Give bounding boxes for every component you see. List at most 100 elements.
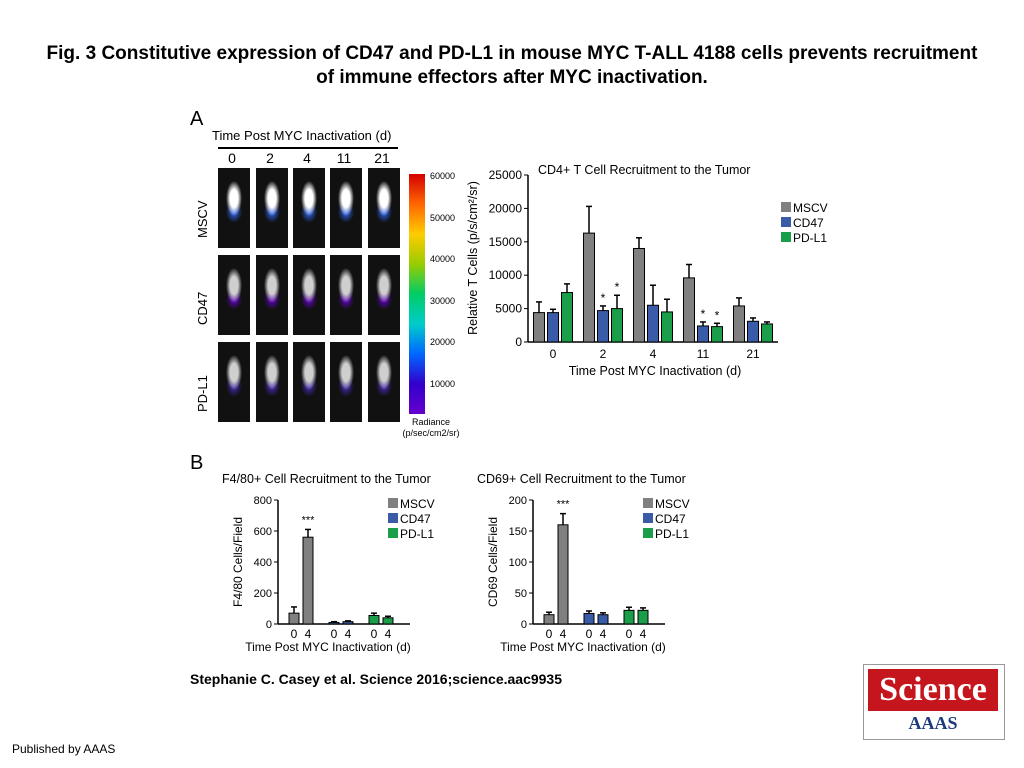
- cd4-t-cell-chart: 0 5000 10000 15000 20000 25000 CD4+ T Cell Rec…: [466, 163, 828, 378]
- legend-swatch: [781, 202, 791, 212]
- colorbar-tick-label: 50000: [430, 212, 456, 223]
- x-axis-label: Time Post MYC Inactivation (d): [245, 640, 411, 654]
- x-tick-label: 0: [331, 627, 338, 641]
- x-tick-label: 21: [746, 347, 760, 361]
- bar-pd-l1: [761, 323, 773, 343]
- imaging-time-axis-label: Time Post MYC Inactivation (d): [212, 128, 392, 143]
- published-by: Published by AAAS: [12, 742, 116, 756]
- colorbar-tick-label: 60000: [430, 171, 456, 181]
- x-tick-label: 0: [586, 627, 593, 641]
- y-tick-label: 600: [254, 526, 272, 538]
- y-tick-label: 200: [254, 588, 272, 600]
- legend-swatch: [388, 498, 398, 508]
- bar-cd47: [747, 320, 759, 343]
- bar: [543, 614, 555, 625]
- x-axis-label: Time Post MYC Inactivation (d): [500, 640, 666, 654]
- y-tick-label: 0: [266, 619, 272, 631]
- x-tick-label: 4: [385, 627, 392, 641]
- legend-swatch: [643, 528, 653, 538]
- y-tick-label: 100: [509, 557, 527, 569]
- significance-marker: *: [615, 280, 620, 294]
- mouse-bioluminescence-image: [330, 342, 362, 422]
- legend-swatch: [388, 513, 398, 523]
- colorbar-tick-label: 40000: [430, 254, 456, 264]
- colorbar-tick-label: 30000: [430, 295, 456, 306]
- y-axis-label: CD69 Cells/Field: [486, 517, 500, 607]
- figure-credit: Stephanie C. Casey et al. Science 2016;s…: [190, 671, 563, 687]
- imaging-row-label: PD-L1: [195, 375, 210, 412]
- legend-label: MSCV: [400, 497, 435, 511]
- colorbar-tick-label: 20000: [430, 337, 456, 347]
- x-tick-label: 4: [600, 627, 607, 641]
- radiance-colorbar: [409, 174, 425, 414]
- y-tick-label: 25000: [489, 168, 523, 182]
- x-tick-label: 4: [650, 347, 657, 361]
- significance-marker: ***: [557, 499, 571, 511]
- legend-label: CD47: [793, 216, 824, 230]
- legend-label: CD47: [655, 512, 686, 526]
- imaging-timepoint: 4: [303, 150, 311, 166]
- panel-a-letter: A: [190, 108, 204, 130]
- f480-cell-chart: 0 200 400 600 800 F4/80+ Cell Recruitment to …: [222, 472, 435, 654]
- bar: [382, 617, 394, 625]
- cd69-cell-chart: 0 50 100 150 200 CD69+ Cell Recruitment to th…: [477, 472, 690, 654]
- x-tick-label: 4: [305, 627, 312, 641]
- y-axis-label: F4/80 Cells/Field: [231, 517, 245, 607]
- chart-title: CD69+ Cell Recruitment to the Tumor: [477, 472, 686, 486]
- significance-marker: *: [601, 291, 606, 305]
- x-tick-label: 4: [560, 627, 567, 641]
- y-tick-label: 150: [509, 526, 527, 538]
- bar: [597, 614, 609, 625]
- bar: [623, 609, 635, 625]
- imaging-time-axis-line: [218, 147, 398, 149]
- legend-label: CD47: [400, 512, 431, 526]
- chart-title: CD4+ T Cell Recruitment to the Tumor: [538, 163, 750, 177]
- y-tick-label: 15000: [489, 235, 523, 249]
- legend-swatch: [388, 528, 398, 538]
- mouse-bioluminescence-image: [256, 168, 288, 248]
- x-tick-label: 0: [626, 627, 633, 641]
- legend-label: MSCV: [793, 201, 828, 215]
- legend-swatch: [643, 498, 653, 508]
- mouse-bioluminescence-image: [256, 342, 288, 422]
- colorbar-tick-label: 10000: [430, 378, 456, 389]
- mouse-bioluminescence-image: [368, 168, 400, 248]
- y-tick-label: 10000: [489, 268, 523, 282]
- significance-marker: *: [715, 308, 720, 322]
- legend-swatch: [781, 217, 791, 227]
- x-tick-label: 11: [697, 347, 710, 361]
- bar-mscv: [733, 305, 745, 343]
- y-axis-label: Relative T Cells (p/s/cm²/sr): [466, 181, 480, 335]
- y-tick-label: 800: [254, 495, 272, 507]
- legend-label: MSCV: [655, 497, 690, 511]
- mouse-bioluminescence-image: [368, 342, 400, 422]
- bar-mscv: [533, 312, 545, 343]
- imaging-row-label: MSCV: [195, 200, 210, 238]
- bar: [302, 536, 314, 625]
- bar-mscv: [683, 277, 695, 343]
- x-tick-label: 2: [600, 347, 607, 361]
- y-tick-label: 400: [254, 557, 272, 569]
- legend-label: PD-L1: [793, 231, 827, 245]
- x-axis-label: Time Post MYC Inactivation (d): [569, 364, 742, 378]
- mouse-bioluminescence-image: [218, 255, 250, 335]
- imaging-row-label: CD47: [195, 291, 210, 325]
- bar-cd47: [547, 312, 559, 343]
- mouse-bioluminescence-image: [293, 255, 325, 335]
- x-tick-label: 0: [550, 347, 557, 361]
- mouse-bioluminescence-image: [330, 255, 362, 335]
- imaging-timepoint: 21: [374, 150, 390, 166]
- mouse-bioluminescence-image: [330, 168, 362, 248]
- bar-pd-l1: [661, 311, 673, 343]
- x-tick-label: 4: [345, 627, 352, 641]
- chart-title: F4/80+ Cell Recruitment to the Tumor: [222, 472, 431, 486]
- y-tick-label: 5000: [495, 302, 522, 316]
- bar-mscv: [583, 232, 595, 343]
- mouse-bioluminescence-image: [256, 255, 288, 335]
- bar-cd47: [697, 325, 709, 343]
- legend-swatch: [781, 232, 791, 242]
- bar-pd-l1: [711, 326, 723, 343]
- mouse-bioluminescence-image: [218, 342, 250, 422]
- bar: [288, 612, 300, 625]
- significance-marker: *: [701, 307, 706, 321]
